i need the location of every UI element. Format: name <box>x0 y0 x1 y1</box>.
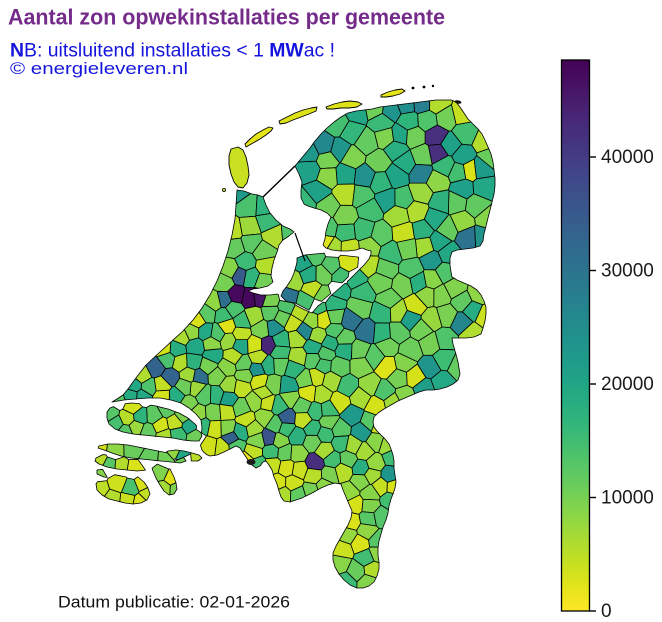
svg-text:Datum publicatie: 02-01-2026: Datum publicatie: 02-01-2026 <box>58 594 290 612</box>
svg-text:Aantal zon opwekinstallaties p: Aantal zon opwekinstallaties per gemeent… <box>8 4 445 29</box>
svg-text:10000: 10000 <box>601 487 654 508</box>
svg-text:40000: 40000 <box>601 147 654 168</box>
svg-text:© energieleveren.nl: © energieleveren.nl <box>10 59 188 78</box>
svg-text:NB: uitsluitend installaties <: NB: uitsluitend installaties < 1 MWac ! <box>10 40 335 62</box>
svg-text:0: 0 <box>601 601 612 622</box>
svg-text:30000: 30000 <box>601 260 654 281</box>
svg-text:20000: 20000 <box>601 374 654 395</box>
